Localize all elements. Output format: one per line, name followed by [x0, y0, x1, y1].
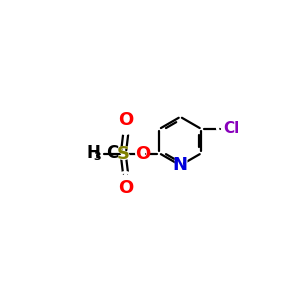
Text: S: S: [117, 146, 130, 164]
Text: Cl: Cl: [223, 122, 239, 136]
Text: 3: 3: [93, 152, 100, 162]
Text: O: O: [117, 170, 134, 189]
Text: O: O: [118, 179, 133, 197]
Text: O: O: [135, 146, 150, 164]
Text: N: N: [173, 156, 188, 174]
Text: S: S: [117, 145, 131, 164]
Text: O: O: [118, 111, 133, 129]
Text: O: O: [134, 145, 151, 164]
Text: Cl: Cl: [214, 120, 232, 138]
Text: O: O: [117, 120, 134, 139]
Text: C: C: [106, 143, 118, 161]
Text: H: H: [87, 143, 100, 161]
Text: N: N: [172, 156, 188, 175]
